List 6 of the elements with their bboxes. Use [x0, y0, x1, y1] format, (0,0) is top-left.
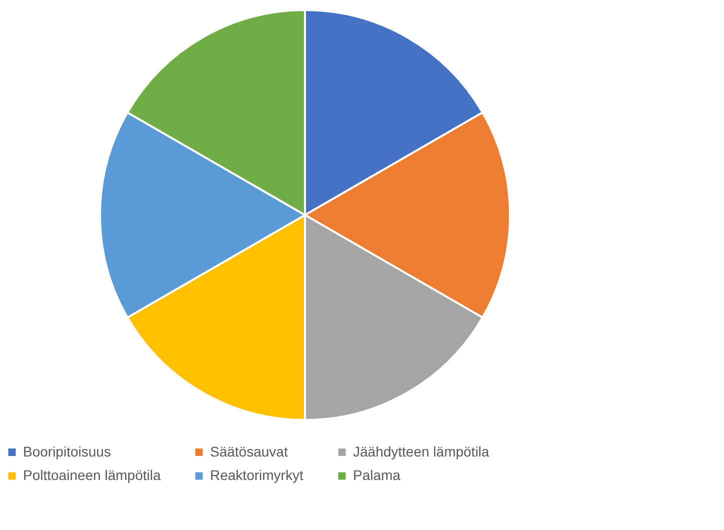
- legend-label: Palama: [353, 467, 401, 483]
- legend-label: Reaktorimyrkyt: [210, 467, 304, 483]
- legend-label: Booripitoisuus: [23, 443, 111, 460]
- legend-label: Polttoaineen lämpötila: [23, 467, 161, 483]
- legend-label: Säätösauvat: [210, 443, 288, 460]
- legend-label: Jäähdytteen lämpötila: [353, 443, 490, 460]
